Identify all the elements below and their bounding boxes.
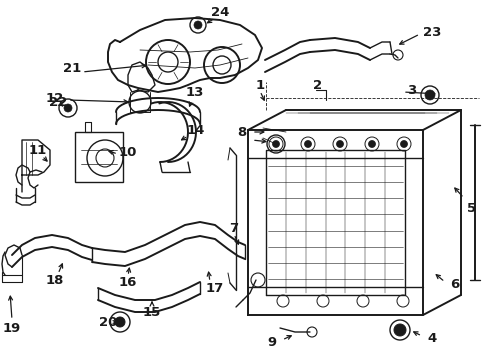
Circle shape — [425, 90, 435, 100]
Text: 13: 13 — [186, 86, 204, 99]
Circle shape — [64, 104, 72, 112]
Bar — [75, 132, 123, 182]
Text: 7: 7 — [229, 221, 239, 234]
Text: 19: 19 — [3, 321, 21, 334]
Text: 23: 23 — [423, 26, 441, 39]
Text: 5: 5 — [467, 202, 477, 215]
Text: 9: 9 — [268, 336, 276, 348]
Circle shape — [272, 140, 279, 148]
Circle shape — [115, 317, 125, 327]
Text: 4: 4 — [427, 332, 437, 345]
Text: 24: 24 — [211, 5, 229, 18]
Text: 8: 8 — [237, 126, 246, 139]
Text: 3: 3 — [407, 84, 416, 96]
Circle shape — [194, 21, 202, 29]
Text: 2: 2 — [314, 78, 322, 91]
Text: 6: 6 — [450, 279, 460, 292]
Text: 20: 20 — [99, 315, 117, 328]
Text: 10: 10 — [119, 145, 137, 158]
Circle shape — [368, 140, 375, 148]
Text: 21: 21 — [63, 62, 81, 75]
Text: 11: 11 — [29, 144, 47, 157]
Text: 15: 15 — [143, 306, 161, 319]
Text: 14: 14 — [187, 123, 205, 136]
Text: 1: 1 — [255, 78, 265, 91]
Text: 17: 17 — [206, 282, 224, 294]
Text: 22: 22 — [49, 95, 67, 108]
Circle shape — [337, 140, 343, 148]
Circle shape — [304, 140, 312, 148]
Text: 16: 16 — [119, 275, 137, 288]
Circle shape — [400, 140, 408, 148]
Circle shape — [394, 324, 406, 336]
Text: 12: 12 — [46, 91, 64, 104]
Text: 18: 18 — [46, 274, 64, 287]
